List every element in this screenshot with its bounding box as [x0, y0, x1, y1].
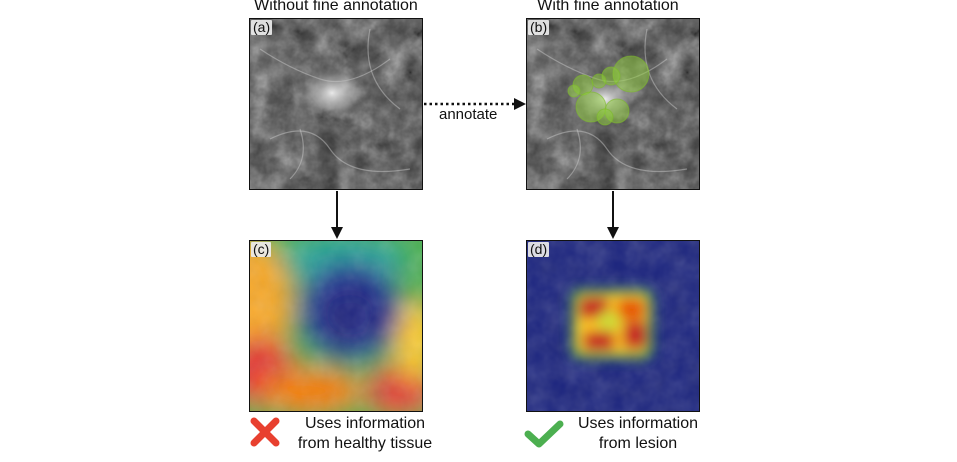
panel-a-label: (a)	[251, 19, 273, 35]
panel-c-label: (c)	[251, 241, 272, 257]
check-icon	[524, 420, 564, 448]
mammogram-image	[250, 19, 422, 189]
heatmap-lesion	[527, 241, 699, 411]
heatmap-healthy-tissue	[250, 241, 422, 411]
verdict-left-text: Uses information from healthy tissue	[289, 414, 441, 454]
annotate-label: annotate	[437, 106, 500, 124]
verdict-right-text: Uses information from lesion	[568, 414, 708, 454]
cross-icon	[250, 417, 280, 447]
heading-with-fine-annotation: With fine annotation	[537, 0, 679, 14]
annotated-mammogram-image	[527, 19, 699, 189]
verdict-right-line2: from lesion	[598, 435, 678, 452]
verdict-left-line2: from healthy tissue	[297, 435, 433, 452]
panel-c-heatmap: (c)	[249, 240, 423, 412]
down-arrow-right	[607, 191, 619, 239]
fine-annotation-overlay	[567, 55, 650, 126]
heading-without-fine-annotation: Without fine annotation	[254, 0, 418, 14]
verdict-right-line1: Uses information	[577, 415, 699, 432]
panel-a-mammogram: (a)	[249, 18, 423, 190]
annotate-arrow	[424, 98, 526, 110]
panel-b-label: (b)	[528, 19, 550, 35]
panel-b-annotated-mammogram: (b)	[526, 18, 700, 190]
panel-d-label: (d)	[528, 241, 550, 257]
verdict-left-line1: Uses information	[304, 415, 426, 432]
down-arrow-left	[331, 191, 343, 239]
panel-d-heatmap: (d)	[526, 240, 700, 412]
